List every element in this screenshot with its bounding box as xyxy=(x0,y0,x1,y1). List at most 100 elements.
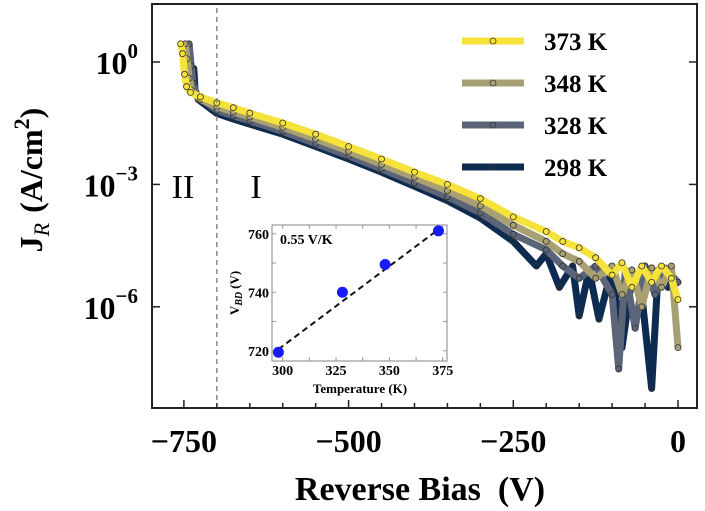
y-tick-label: 100 xyxy=(96,39,139,81)
inset-fit-line xyxy=(277,228,440,351)
data-point xyxy=(648,384,656,392)
data-point xyxy=(378,155,385,163)
inset-y-tick-label: 740 xyxy=(248,286,269,301)
legend-item: 298 K xyxy=(462,155,608,182)
inset-x-tick-label: 375 xyxy=(432,364,453,379)
inset-ylabel-main: V xyxy=(227,305,242,315)
data-point xyxy=(187,88,194,96)
data-point xyxy=(674,344,682,352)
data-point xyxy=(592,262,600,270)
inset-x-axis-label: Temperature (K) xyxy=(313,381,407,396)
series-373k xyxy=(177,40,682,304)
legend: 373 K 348 K 328 K 298 K xyxy=(462,29,608,182)
data-point xyxy=(246,109,254,117)
inset-y-axis-label: VBD (V) xyxy=(227,271,245,315)
data-point xyxy=(345,143,353,150)
data-point xyxy=(575,274,583,282)
ylabel-sup: 2 xyxy=(9,118,34,129)
data-point xyxy=(595,315,603,323)
data-point xyxy=(575,257,583,265)
inset-x-tick-label: 325 xyxy=(326,364,347,379)
data-point xyxy=(651,291,659,298)
data-point xyxy=(648,264,656,272)
legend-label: 328 K xyxy=(544,113,608,140)
inset-data-point xyxy=(379,258,391,270)
y-tick-exponent: −3 xyxy=(116,161,138,185)
inset-x-tick-label: 300 xyxy=(272,364,293,379)
data-point xyxy=(618,291,626,298)
data-point xyxy=(196,93,204,101)
data-point xyxy=(569,262,576,270)
data-point xyxy=(509,230,517,238)
y-tick-base: 10 xyxy=(84,167,116,203)
data-point xyxy=(608,291,616,298)
y-tick-label: 10−6 xyxy=(84,284,138,326)
data-point xyxy=(542,228,550,235)
region-label-ii: II xyxy=(172,169,195,206)
data-point xyxy=(592,254,600,262)
region-label-i: I xyxy=(250,169,261,206)
data-point xyxy=(658,283,665,291)
data-point xyxy=(532,262,540,270)
data-point xyxy=(181,70,188,78)
legend-item: 348 K xyxy=(462,71,608,98)
data-point xyxy=(615,365,623,373)
plot-frame xyxy=(151,3,698,409)
data-point xyxy=(229,104,237,112)
data-point xyxy=(509,213,517,221)
data-point xyxy=(575,312,583,320)
data-point xyxy=(638,262,646,270)
data-point xyxy=(648,278,656,286)
data-point xyxy=(592,274,600,282)
inset-data-point xyxy=(272,346,284,358)
y-tick-exponent: 0 xyxy=(128,39,139,63)
legend-marker xyxy=(489,37,497,45)
data-point xyxy=(628,266,636,274)
legend-marker xyxy=(489,121,497,129)
data-point xyxy=(608,271,616,279)
x-axis-label: Reverse Bias (V) xyxy=(295,471,545,508)
data-point xyxy=(279,119,287,127)
data-point xyxy=(183,83,190,90)
inset-plot: 300 325 350 375 720 740 760 xyxy=(248,225,453,379)
data-point xyxy=(628,283,636,291)
x-tick-label: −500 xyxy=(315,423,381,459)
legend-marker xyxy=(489,79,497,87)
data-point xyxy=(559,250,567,258)
data-point xyxy=(618,259,626,267)
data-point xyxy=(658,262,665,270)
y-tick-base: 10 xyxy=(84,290,116,326)
data-point xyxy=(542,246,550,254)
data-point xyxy=(674,296,682,304)
data-point xyxy=(177,40,185,48)
ylabel-units: (A/cm xyxy=(13,129,49,221)
data-point xyxy=(179,50,186,58)
legend-marker xyxy=(489,163,497,171)
data-point xyxy=(668,262,675,270)
data-point xyxy=(444,180,451,188)
data-point xyxy=(575,244,583,252)
x-tick-label: −250 xyxy=(480,423,546,459)
ylabel-main: J xyxy=(13,236,49,252)
data-point xyxy=(476,202,484,210)
inset-y-tick-label: 760 xyxy=(248,228,269,243)
main-plot-series xyxy=(177,40,682,392)
data-point xyxy=(638,303,646,311)
legend-item: 328 K xyxy=(462,113,608,140)
data-point xyxy=(509,221,517,229)
data-point xyxy=(312,130,320,138)
data-point xyxy=(668,274,675,282)
data-point xyxy=(559,262,567,270)
legend-label: 373 K xyxy=(544,29,608,56)
inset-ylabel-sub: BD xyxy=(234,292,245,307)
y-tick-label: 10−3 xyxy=(84,161,138,203)
inset-frame xyxy=(271,224,448,362)
data-point xyxy=(542,238,550,245)
inset-y-tick-label: 720 xyxy=(248,345,269,360)
legend-label: 298 K xyxy=(544,155,608,182)
inset-data-point xyxy=(432,225,444,237)
x-tick-label: 0 xyxy=(670,423,686,459)
inset-data-point xyxy=(336,286,348,298)
